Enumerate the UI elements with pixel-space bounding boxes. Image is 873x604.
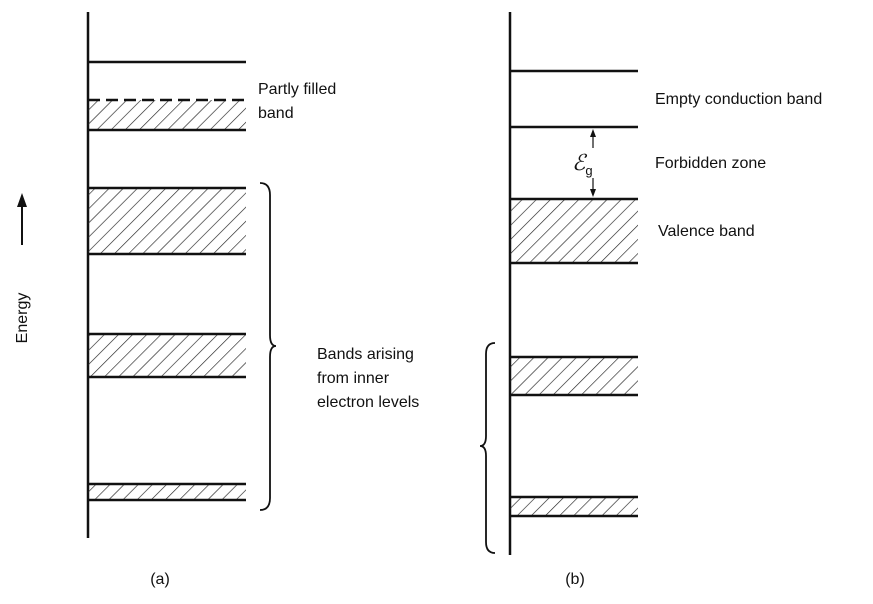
caption-b: (b)	[565, 571, 585, 588]
forbidden-label: Forbidden zone	[655, 155, 766, 172]
inner-bands-label: Bands arising	[317, 346, 414, 363]
panel-b	[479, 12, 638, 555]
gap-symbol: ℰg	[572, 151, 593, 178]
valence-label: Valence band	[658, 223, 755, 240]
panel-a	[86, 12, 277, 538]
conduction-label: Empty conduction band	[655, 91, 822, 108]
energy-arrow	[17, 193, 27, 245]
partly-filled-label: band	[258, 105, 294, 122]
inner-bands-label: electron levels	[317, 394, 419, 411]
caption-a: (a)	[150, 571, 170, 588]
energy-label: Energy	[14, 293, 31, 344]
gap-symbol-main: ℰ	[572, 151, 588, 176]
inner-bands-label: from inner	[317, 370, 390, 387]
partly-filled-label: Partly filled	[258, 81, 336, 98]
gap-subscript: g	[585, 163, 592, 178]
